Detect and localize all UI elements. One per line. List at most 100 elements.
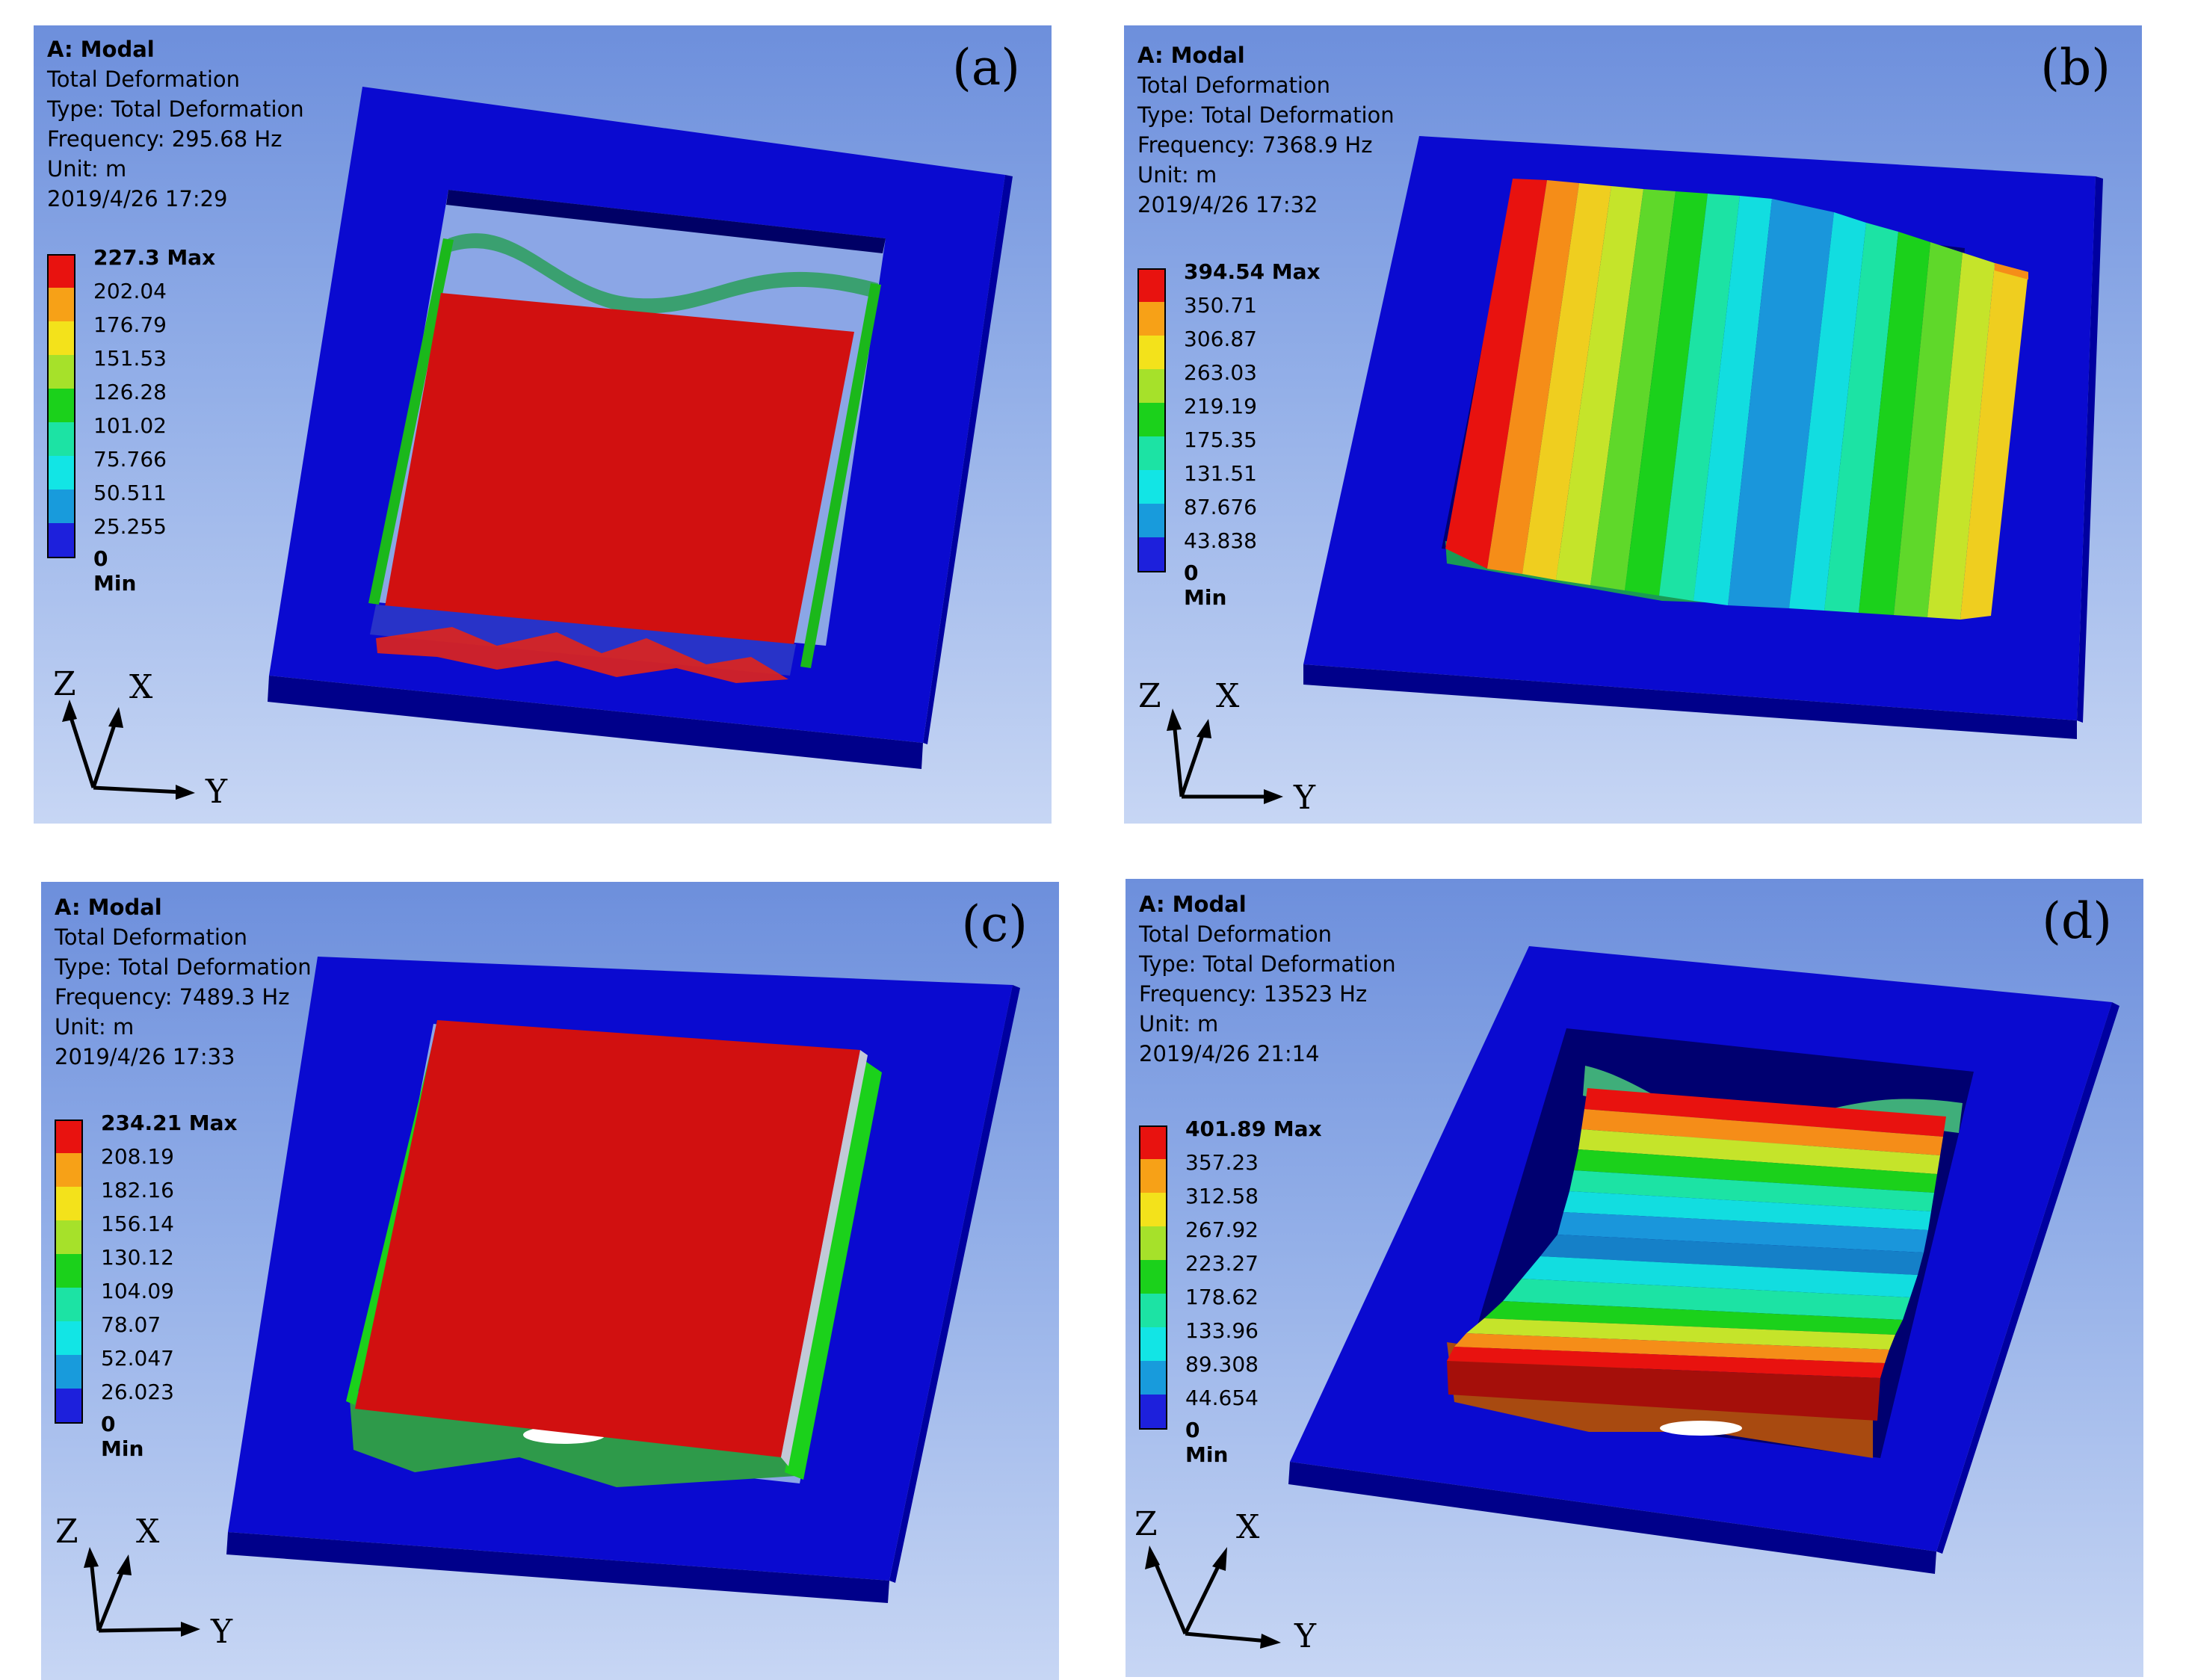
legend-swatch	[47, 355, 75, 389]
legend-value-label: 176.79	[93, 312, 167, 337]
legend-band: 26.023	[55, 1380, 174, 1422]
legend-band: 401.89 Max	[1139, 1117, 1322, 1159]
legend-value-label: 75.766	[93, 447, 167, 472]
legend-swatch	[1139, 1361, 1167, 1395]
legend-swatch	[55, 1355, 83, 1389]
timestamp: 2019/4/26 21:14	[1139, 1041, 1320, 1066]
legend-band: 394.54 Max	[1137, 259, 1321, 302]
legend-band: 44.654	[1139, 1386, 1259, 1428]
legend-value-label: 43.838	[1184, 528, 1257, 553]
legend-swatch	[55, 1120, 83, 1153]
proof-mass-a	[385, 293, 854, 649]
axis-y-label: Y	[205, 773, 228, 803]
legend-swatch	[55, 1321, 83, 1355]
model-view-a	[268, 87, 1013, 769]
legend-band: 306.87	[1137, 327, 1257, 369]
frame-side-bottom-b	[1303, 664, 2077, 739]
panel-letter: (c)	[961, 895, 1028, 953]
legend-bottom-edge	[1137, 571, 1166, 572]
frequency-text: Frequency: 7368.9 Hz	[1137, 132, 1373, 158]
legend-band: 126.28	[47, 380, 167, 422]
frequency-text: Frequency: 7489.3 Hz	[55, 984, 290, 1010]
panel-a: A: Modal Total Deformation Type: Total D…	[34, 25, 1052, 824]
axis-x-label: X	[1236, 1508, 1260, 1546]
legend-band: 101.02	[47, 413, 167, 456]
legend-max-label: 227.3 Max	[93, 245, 216, 270]
legend-value-label: 133.96	[1185, 1318, 1259, 1343]
panel-b: A: Modal Total Deformation Type: Total D…	[1124, 25, 2142, 824]
legend-band: 267.92	[1139, 1217, 1259, 1260]
legend-band: 219.19	[1137, 394, 1257, 436]
legend-band: 234.21 Max	[55, 1111, 238, 1153]
legend-swatch	[1137, 302, 1166, 336]
legend-band: 156.14	[55, 1211, 174, 1254]
result-info-d: A: Modal Total Deformation Type: Total D…	[1139, 889, 1396, 1069]
legend-swatch	[47, 523, 75, 557]
legend-band: 178.62	[1139, 1285, 1259, 1327]
legend-swatch	[1139, 1294, 1167, 1327]
legend-value-label: 87.676	[1184, 495, 1257, 519]
legend-swatch	[47, 288, 75, 321]
legend-swatch	[55, 1254, 83, 1288]
legend-band: 357.23	[1139, 1150, 1259, 1193]
legend-swatch	[55, 1389, 83, 1422]
legend-max-label: 394.54 Max	[1184, 259, 1321, 284]
legend-band: 350.71	[1137, 293, 1257, 336]
coordinate-triad-d: Z X Y	[1134, 1505, 1317, 1649]
panel-c: A: Modal Total Deformation Type: Total D…	[41, 882, 1059, 1680]
proof-mass-c	[355, 1020, 860, 1457]
legend-value-label: 130.12	[101, 1245, 174, 1270]
legend-value-label: 182.16	[101, 1178, 174, 1202]
legend-value-label: 350.71	[1184, 293, 1257, 318]
legend-swatch	[55, 1153, 83, 1187]
frame-side-right-b	[2077, 176, 2103, 723]
result-type: Type: Total Deformation	[47, 96, 304, 122]
legend-swatch	[1137, 504, 1166, 537]
legend-value-label: 126.28	[93, 380, 167, 404]
analysis-title: A: Modal	[1139, 892, 1247, 917]
legend-swatch	[1139, 1260, 1167, 1294]
legend-value-label: 178.62	[1185, 1285, 1259, 1309]
legend-bottom-edge	[1139, 1428, 1167, 1430]
axis-y-label: Y	[1293, 779, 1316, 812]
legend-swatch	[47, 389, 75, 422]
legend-value-label: 208.19	[101, 1144, 174, 1169]
model-view-c	[226, 957, 1020, 1603]
legend-swatch	[1137, 336, 1166, 369]
proof-mass-b	[1445, 179, 2028, 620]
unit-text: Unit: m	[1139, 1011, 1219, 1037]
opening-shadow-a	[446, 190, 886, 253]
axis-z-label: Z	[1138, 677, 1161, 715]
axis-x-label: X	[136, 1513, 160, 1551]
legend-value-label: 26.023	[101, 1380, 174, 1404]
coordinate-triad-b: Z X Y	[1138, 677, 1316, 812]
unit-text: Unit: m	[55, 1014, 135, 1040]
frame-side-bottom-a	[268, 676, 923, 769]
legend-band: 227.3 Max	[47, 245, 215, 288]
legend-swatch	[47, 456, 75, 490]
bottom-beam-deform-a	[376, 627, 788, 683]
legend-value-label: 104.09	[101, 1279, 174, 1303]
legend-value-label: 44.654	[1185, 1386, 1259, 1410]
legend-band: 78.07	[55, 1312, 161, 1355]
coordinate-triad-c: Z X Y	[55, 1513, 233, 1646]
axis-z-label: Z	[53, 665, 76, 703]
legend-band: 104.09	[55, 1279, 174, 1321]
model-view-d	[1288, 946, 2119, 1574]
legend-value-label: 50.511	[93, 481, 167, 505]
legend-band: 223.27	[1139, 1251, 1259, 1294]
legend-swatch	[1137, 403, 1166, 436]
legend-band: 87.676	[1137, 495, 1257, 537]
legend-value-label: 306.87	[1184, 327, 1257, 351]
legend-band: 131.51	[1137, 461, 1257, 504]
legend-min-label: 0 Min	[1184, 560, 1227, 610]
lower-gap-d	[1660, 1421, 1742, 1436]
legend-value-label: 263.03	[1184, 360, 1257, 385]
axis-z-label: Z	[1134, 1505, 1158, 1543]
result-info-b: A: Modal Total Deformation Type: Total D…	[1137, 40, 1395, 220]
legend-swatch	[1139, 1193, 1167, 1226]
analysis-title: A: Modal	[47, 37, 155, 62]
legend-value-label: 52.047	[101, 1346, 174, 1371]
legend-value-label: 78.07	[101, 1312, 161, 1337]
legend-swatch	[55, 1187, 83, 1220]
